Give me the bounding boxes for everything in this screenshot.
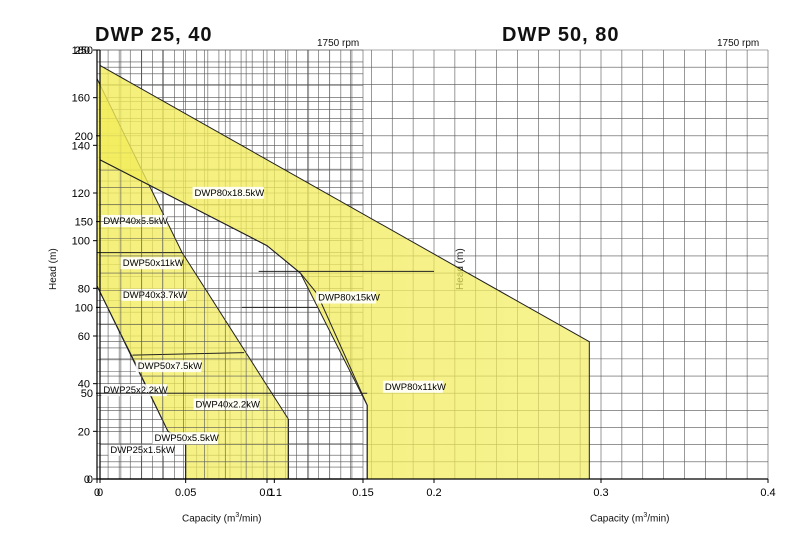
region-label-bg: [101, 214, 167, 227]
chart-dwp-50-80: DWP 50, 80 1750 rpm Head (m) Capacity (m…: [75, 0, 800, 547]
y-tick-label: 60: [78, 331, 90, 343]
region-label-bg: [108, 443, 175, 456]
x-axis-label: Capacity (m3/min): [590, 512, 670, 524]
y-tick-label: 160: [72, 93, 90, 105]
x-tick-label: 0.3: [593, 487, 608, 499]
x-tick-label: 0.4: [760, 487, 775, 499]
x-axis-label-sup: 3: [235, 512, 240, 519]
x-axis-label-suffix: /min): [239, 513, 262, 525]
x-axis-label-prefix: Capacity (m: [590, 513, 644, 525]
y-tick-label: 180: [72, 45, 90, 57]
region-label-bg: [316, 291, 377, 304]
region-label: DWP50x5.5kW: [154, 433, 218, 444]
region-boundary: [132, 352, 245, 356]
y-tick-label: 150: [75, 217, 93, 229]
y-tick-label: 120: [72, 188, 90, 200]
plot-area: 0 0.1 0.2 0.3 0.4 0 50 100 150 200 250 DWP80x18.5kW…: [75, 45, 776, 499]
region-label: DWP40x3.7kW: [123, 290, 187, 301]
chart-title: DWP 25, 40: [95, 24, 213, 46]
region-label-bg: [193, 398, 260, 411]
y-tick-label: 200: [75, 131, 93, 143]
region-label: DWP50x11kW: [123, 258, 184, 269]
y-tick-label: 50: [81, 388, 93, 400]
y-tick-label: 0: [87, 474, 93, 486]
chart-title: DWP 50, 80: [502, 24, 620, 46]
y-tick-label: 20: [78, 426, 90, 438]
region-label-bg: [135, 360, 202, 373]
x-axis-label: Capacity (m3/min): [182, 512, 262, 524]
y-tick-label: 40: [78, 379, 90, 391]
x-tick-label: 0: [94, 487, 100, 499]
x-tick-label: 0.1: [267, 487, 282, 499]
region-label-bg: [120, 288, 187, 301]
rpm-annotation: 1750 rpm: [317, 38, 360, 49]
region-label-bg: [382, 380, 443, 393]
region-label-bg: [192, 186, 264, 199]
region-label: DWP25x2.2kW: [103, 385, 167, 396]
x-axis-label-prefix: Capacity (m: [182, 513, 236, 525]
y-tick-label: 80: [78, 283, 90, 295]
x-tick-label: 0: [97, 487, 103, 499]
region-boundary: [99, 159, 368, 479]
y-tick-label: 0: [84, 474, 90, 486]
region-label: DWP80x18.5kW: [195, 188, 265, 199]
y-tick-label: 100: [75, 302, 93, 314]
y-tick-label: 100: [72, 236, 90, 248]
y-tick-label: 140: [72, 140, 90, 152]
region-label: DWP80x11kW: [385, 382, 446, 393]
x-tick-label: 0.1: [259, 487, 274, 499]
x-tick-label: 0.2: [426, 487, 441, 499]
region-label: DWP40x2.2kW: [196, 400, 260, 411]
x-tick-label: 0.15: [352, 487, 373, 499]
x-axis-label-suffix: /min): [647, 513, 670, 525]
region-label: DWP50x7.5kW: [138, 361, 202, 372]
region-label-bg: [120, 257, 181, 270]
y-tick-label: 250: [75, 45, 93, 57]
x-tick-label: 0.05: [175, 487, 196, 499]
x-axis-label-sup: 3: [643, 512, 648, 519]
rpm-annotation: 1750 rpm: [717, 38, 760, 49]
region-label: DWP80x15kW: [318, 293, 380, 304]
region-label-bg: [152, 432, 219, 445]
region-label: DWP25x1.5kW: [110, 445, 174, 456]
